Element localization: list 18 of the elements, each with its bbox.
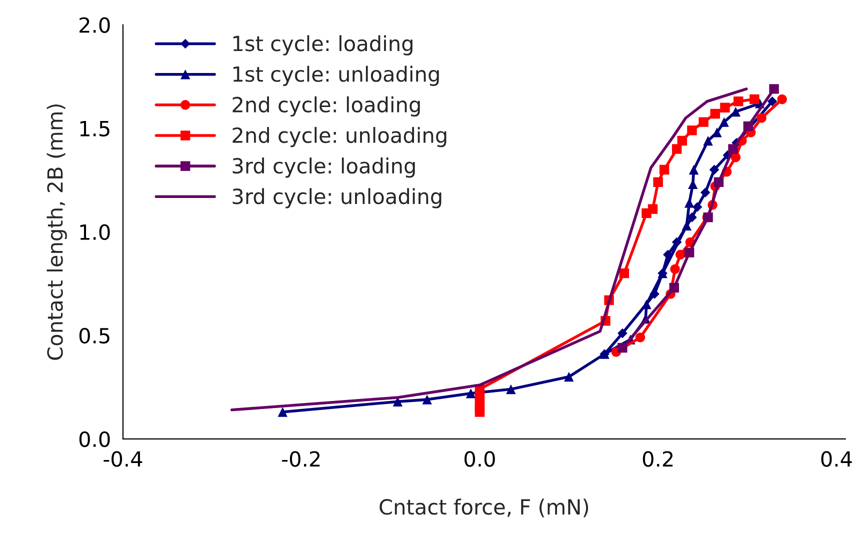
x-tick-label: 0.2 [642,451,673,467]
x-axis-title: Cntact force, F (mN) [380,498,588,518]
legend-label: 3rd cycle: unloading [232,188,442,208]
y-tick-label: 2.0 [80,17,110,33]
y-tick-label: 0.0 [79,431,110,448]
y-tick-label: 1.5 [80,121,110,136]
x-tick-label: 0.4 [821,451,852,467]
legend-label: 1st cycle: unloading [233,66,439,86]
legend-label: 3rd cycle: loading [232,158,415,178]
y-tick-label: 0.5 [79,328,110,344]
legend-label: 2nd cycle: unloading [232,126,446,148]
y-axis-title: Contact length, 2B (mm) [46,104,67,360]
x-tick-label: -0.4 [104,451,142,467]
x-tick-label: -0.2 [282,451,320,467]
y-tick-label: 1.0 [80,224,110,240]
legend-label: 2nd cycle: loading [232,96,420,117]
x-tick-label: 0.0 [464,451,495,467]
legend-label: 1st cycle: loading [233,35,412,56]
